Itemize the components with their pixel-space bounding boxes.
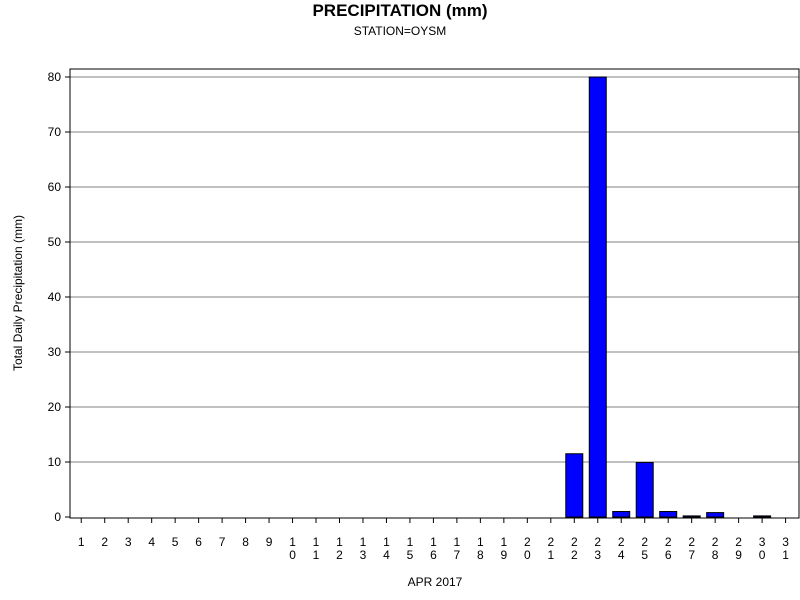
x-tick-label: 9 [266, 535, 273, 549]
bar [588, 76, 607, 518]
bar [753, 515, 772, 518]
y-tick-label: 60 [48, 180, 62, 194]
x-tick-label: 1 [78, 535, 85, 549]
x-axis-ticks: 1 2 3 4 5 6 7 8 9 1 01 11 21 31 41 51 61 71 81 92 02 12 22 32 42… [78, 518, 789, 562]
chart-title: PRECIPITATION (mm) [312, 1, 488, 20]
y-tick-label: 70 [48, 125, 62, 139]
bar [635, 462, 654, 518]
x-tick-label: 6 [195, 535, 202, 549]
bars [565, 76, 772, 518]
y-tick-label: 20 [48, 400, 62, 414]
x-tick-label: 2 [101, 535, 108, 549]
bar [706, 512, 725, 518]
grid-lines [70, 76, 799, 463]
x-axis-label: APR 2017 [407, 575, 463, 589]
y-tick-label: 30 [48, 345, 62, 359]
x-tick-label: 3 [125, 535, 132, 549]
bar [565, 453, 584, 518]
bar [612, 511, 631, 518]
x-tick-label: 5 [172, 535, 179, 549]
bar [659, 511, 678, 518]
y-tick-label: 80 [48, 70, 62, 84]
bar [682, 515, 701, 518]
y-tick-label: 40 [48, 290, 62, 304]
y-axis-ticks: 0 10 20 30 40 50 60 70 80 [48, 70, 70, 524]
y-tick-label: 10 [48, 455, 62, 469]
y-tick-label: 0 [54, 510, 61, 524]
chart-subtitle: STATION=OYSM [353, 24, 447, 38]
x-tick-label: 7 [219, 535, 226, 549]
plot-frame [69, 68, 800, 519]
y-tick-label: 50 [48, 235, 62, 249]
x-tick-label: 4 [148, 535, 155, 549]
x-tick-label: 8 [242, 535, 249, 549]
